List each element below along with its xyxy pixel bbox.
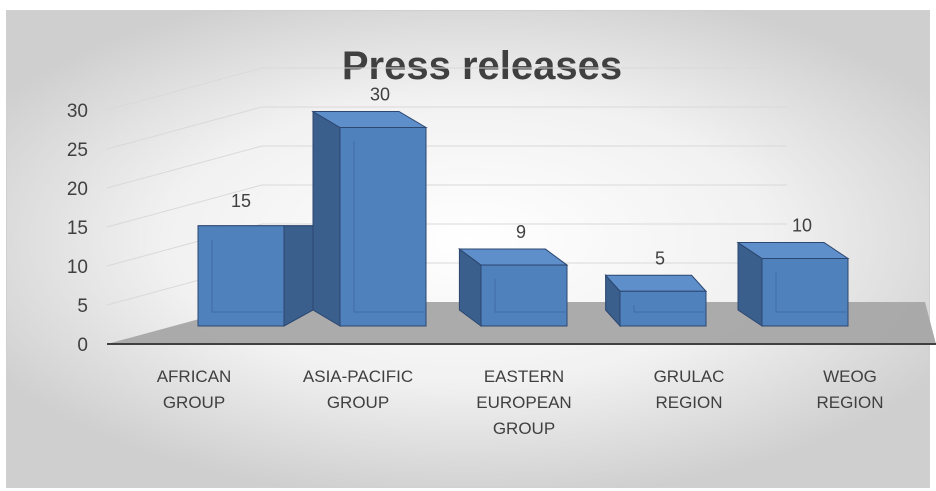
category-label: WEOG REGION — [816, 367, 883, 412]
gridline — [106, 67, 787, 111]
category-label: AFRICAN GROUP — [157, 367, 232, 412]
bar-front — [619, 290, 707, 327]
bar-edge — [353, 141, 426, 313]
data-label: 10 — [792, 216, 812, 236]
y-tick-label: 0 — [77, 335, 88, 356]
category-label: ASIA-PACIFIC GROUP — [303, 367, 413, 412]
bar — [311, 110, 428, 327]
bar-edge — [494, 279, 567, 313]
bars — [197, 110, 850, 328]
data-label: 9 — [516, 222, 526, 242]
y-tick-label: 30 — [67, 101, 88, 122]
bar-front — [480, 264, 568, 327]
y-tick-label: 20 — [67, 179, 88, 200]
y-tick-label: 25 — [67, 140, 88, 161]
y-axis: 0 5 10 15 20 25 30 — [67, 101, 88, 356]
bar-edge — [775, 272, 848, 313]
gridline — [106, 145, 787, 189]
y-tick-label: 15 — [67, 218, 88, 239]
gridlines — [106, 67, 787, 306]
data-labels: 15 30 9 5 10 — [231, 85, 812, 269]
y-tick-label: 5 — [77, 296, 88, 317]
bar — [457, 248, 569, 327]
chart-title: Press releases — [342, 44, 622, 88]
data-label: 15 — [231, 191, 251, 211]
y-tick-label: 10 — [67, 257, 88, 278]
gridline — [106, 184, 787, 228]
bar-front — [339, 127, 427, 327]
bar-edge — [633, 305, 706, 313]
category-label: GRULAC REGION — [654, 367, 725, 412]
bar — [604, 273, 708, 328]
bar — [197, 225, 325, 327]
data-label: 5 — [655, 248, 665, 268]
bar-edge — [211, 239, 284, 313]
gridline — [106, 223, 787, 267]
x-axis: AFRICAN GROUP ASIA-PACIFIC GROUP EASTERN EURO… — [157, 367, 884, 438]
gridline — [106, 106, 787, 150]
bar-top — [604, 274, 708, 292]
bar-side — [312, 110, 341, 327]
bar-front — [761, 258, 849, 327]
category-label: EASTERN EUROPEAN GROUP — [476, 367, 571, 438]
bar — [736, 241, 850, 327]
data-label: 30 — [370, 85, 390, 105]
bar-front — [197, 225, 285, 327]
